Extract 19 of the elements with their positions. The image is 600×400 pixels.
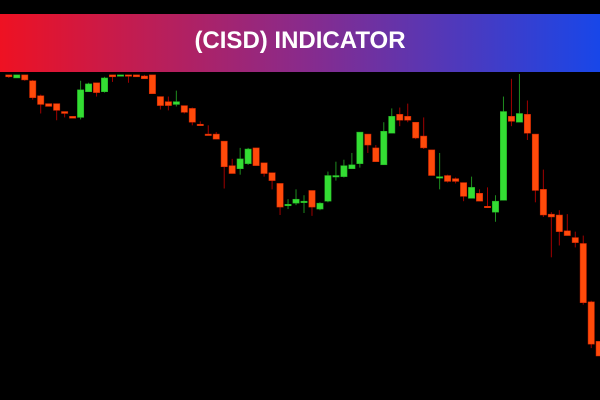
candlestick [572,231,579,248]
candlestick [468,176,475,199]
candlestick [101,76,108,94]
candlestick [372,144,380,162]
candlestick [492,194,499,222]
candlestick [276,182,284,216]
candlestick [172,90,180,107]
candlestick [460,182,468,202]
candlestick [93,82,100,98]
chart-title: (CISD) INDICATOR [194,27,406,54]
candlestick [436,152,444,190]
candlestick [516,74,523,123]
candlestick [484,186,491,208]
candlestick [524,100,531,140]
candlestick [508,78,515,127]
candlestick [364,134,372,154]
candlestick [308,190,316,216]
candlestick [284,198,292,210]
candlestick [476,188,483,202]
